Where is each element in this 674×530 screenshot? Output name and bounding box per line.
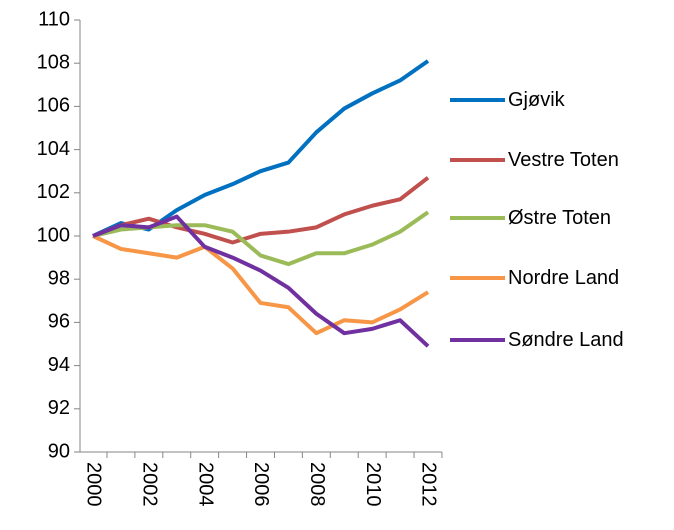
y-tick-label: 102 [37,181,70,203]
series-line [92,176,430,245]
series-line [92,59,430,238]
series-line [92,234,430,336]
y-tick-label: 92 [48,397,70,419]
y-tick-label: 94 [48,354,70,376]
y-tick-label: 100 [37,224,70,246]
x-tick-label: 2000 [83,462,105,507]
x-tick-label: 2012 [418,462,440,507]
series-line [92,214,430,348]
legend-label: Søndre Land [508,329,624,351]
x-tick-label: 2010 [362,462,384,507]
legend-label: Vestre Toten [508,149,619,171]
y-tick-label: 96 [48,311,70,333]
y-tick-label: 110 [38,8,70,30]
x-tick-label: 2004 [194,462,216,507]
y-tick-label: 106 [37,95,70,117]
y-tick-label: 90 [48,440,70,462]
legend-label: Nordre Land [508,267,620,289]
x-tick-label: 2008 [306,462,328,507]
legend-label: Østre Toten [508,207,612,229]
legend-label: Gjøvik [508,89,565,111]
y-tick-label: 108 [37,51,70,73]
y-tick-label: 98 [48,267,70,289]
x-tick-label: 2006 [250,462,272,507]
x-tick-label: 2002 [139,462,161,507]
y-tick-label: 104 [37,138,70,160]
